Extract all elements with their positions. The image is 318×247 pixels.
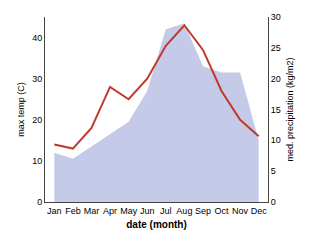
svg-text:Nov: Nov	[232, 206, 249, 216]
svg-text:Jul: Jul	[160, 206, 172, 216]
svg-text:Feb: Feb	[65, 206, 81, 216]
svg-text:Oct: Oct	[215, 206, 230, 216]
svg-text:15: 15	[271, 105, 281, 115]
svg-text:May: May	[120, 206, 138, 216]
svg-text:10: 10	[32, 156, 42, 166]
svg-text:5: 5	[271, 166, 276, 176]
svg-text:date (month): date (month)	[126, 219, 187, 230]
svg-text:max temp (C): max temp (C)	[16, 82, 26, 137]
svg-text:40: 40	[32, 33, 42, 43]
svg-text:Apr: Apr	[103, 206, 117, 216]
svg-text:25: 25	[271, 43, 281, 53]
svg-text:Jan: Jan	[47, 206, 62, 216]
svg-text:0: 0	[271, 197, 276, 207]
svg-text:0: 0	[37, 197, 42, 207]
svg-text:Mar: Mar	[84, 206, 100, 216]
svg-text:Jun: Jun	[140, 206, 155, 216]
svg-text:30: 30	[32, 74, 42, 84]
svg-text:20: 20	[271, 74, 281, 84]
svg-text:20: 20	[32, 115, 42, 125]
svg-text:10: 10	[271, 135, 281, 145]
svg-text:Sep: Sep	[195, 206, 211, 216]
svg-text:30: 30	[271, 12, 281, 22]
svg-text:Aug: Aug	[176, 206, 192, 216]
svg-text:med. precipitation (kg/m2): med. precipitation (kg/m2)	[285, 57, 295, 161]
svg-text:Dec: Dec	[251, 206, 268, 216]
